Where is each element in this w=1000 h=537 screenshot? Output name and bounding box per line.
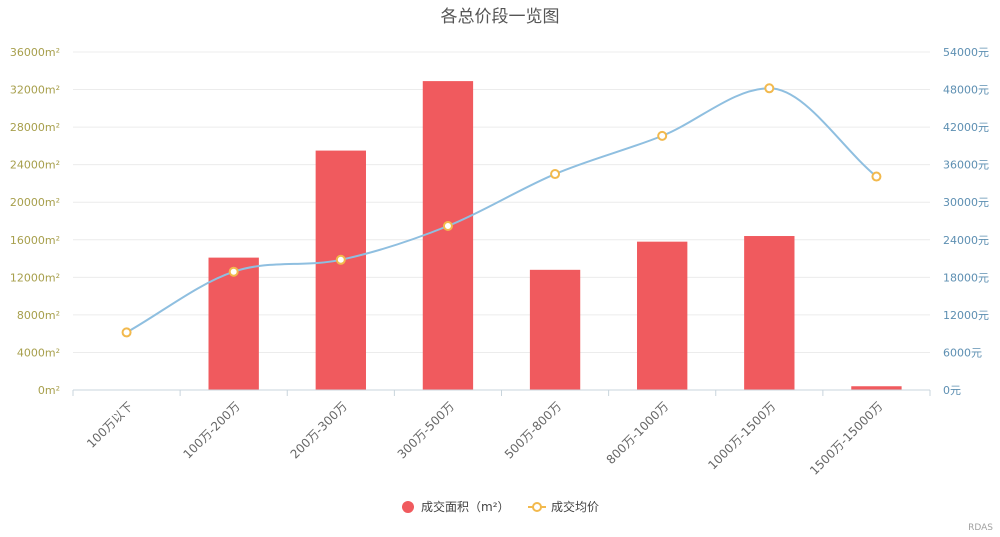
x-tick-label: 300万-500万 <box>395 399 457 461</box>
bar[interactable] <box>315 150 366 390</box>
y-left-tick-label: 0m² <box>38 384 60 397</box>
y-right-tick-label: 54000元 <box>943 46 989 59</box>
x-tick-label: 800万-1000万 <box>604 399 672 467</box>
price-point[interactable] <box>764 83 775 94</box>
y-right-tick-label: 42000元 <box>943 121 989 134</box>
y-right-tick-label: 18000元 <box>943 271 989 284</box>
axes: 0m² 0元 4000m² 6000元 8000m² 12000元 12000m² 18000… <box>10 46 989 478</box>
legend-line-label[interactable]: 成交均价 <box>551 499 599 514</box>
y-right-tick-label: 30000元 <box>943 196 989 209</box>
x-tick-label: 1000万-1500万 <box>705 399 778 472</box>
y-right-tick-label: 36000元 <box>943 159 989 172</box>
bar[interactable] <box>637 241 688 390</box>
y-right-tick-label: 48000元 <box>943 84 989 97</box>
bar[interactable] <box>851 386 902 390</box>
y-left-tick-label: 36000m² <box>10 46 60 59</box>
x-tick-label: 1500万-15000万 <box>807 399 886 478</box>
price-point[interactable] <box>121 327 132 338</box>
bar-series <box>208 81 902 390</box>
price-point[interactable] <box>550 169 561 180</box>
y-right-tick-label: 24000元 <box>943 234 989 247</box>
price-point[interactable] <box>442 221 453 232</box>
y-right-tick-label: 0元 <box>943 384 961 397</box>
price-point[interactable] <box>228 266 239 277</box>
line-series <box>121 83 882 338</box>
legend-bar-label[interactable]: 成交面积（m²） <box>421 499 510 514</box>
y-left-tick-label: 32000m² <box>10 84 60 97</box>
legend-line-marker[interactable] <box>532 502 542 512</box>
y-left-tick-label: 16000m² <box>10 234 60 247</box>
x-tick-label: 500万-800万 <box>502 399 564 461</box>
watermark-text: RDAS <box>968 523 993 533</box>
y-left-tick-label: 28000m² <box>10 121 60 134</box>
price-point[interactable] <box>657 130 668 141</box>
x-tick-label: 100万以下 <box>84 399 136 451</box>
x-tick-label: 100万-200万 <box>180 399 242 461</box>
y-left-tick-label: 8000m² <box>17 309 60 322</box>
y-right-tick-label: 12000元 <box>943 309 989 322</box>
y-left-tick-label: 24000m² <box>10 159 60 172</box>
y-left-tick-label: 12000m² <box>10 271 60 284</box>
legend-bar-swatch[interactable] <box>402 501 414 513</box>
x-tick-label: 200万-300万 <box>288 399 350 461</box>
legend[interactable]: 成交面积（m²） 成交均价 <box>402 499 599 514</box>
price-point[interactable] <box>871 171 882 182</box>
bar[interactable] <box>422 81 474 390</box>
price-point[interactable] <box>335 254 346 265</box>
bar[interactable] <box>208 257 259 390</box>
y-left-tick-label: 20000m² <box>10 196 60 209</box>
y-right-tick-label: 6000元 <box>943 346 982 359</box>
chart-title: 各总价段一览图 <box>441 7 560 27</box>
bar[interactable] <box>744 236 795 390</box>
bar[interactable] <box>529 269 581 390</box>
grid-lines <box>73 51 930 353</box>
y-left-tick-label: 4000m² <box>17 346 60 359</box>
